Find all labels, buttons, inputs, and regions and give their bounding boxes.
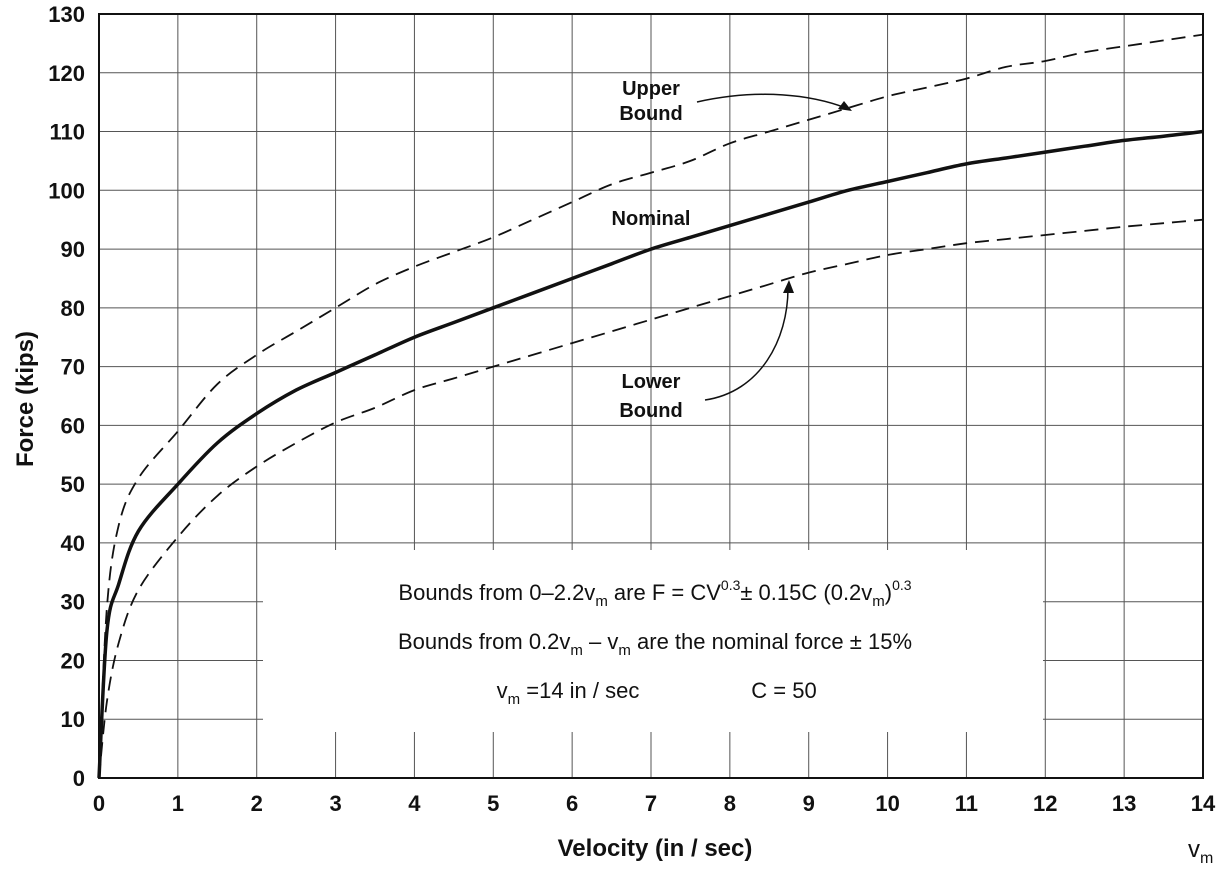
y-tick-label: 60	[61, 413, 85, 438]
y-tick-label: 70	[61, 355, 85, 380]
y-tick-label: 120	[48, 61, 85, 86]
x-tick-label: 9	[803, 791, 815, 816]
y-tick-label: 10	[61, 707, 85, 732]
note-line-3-constant: C = 50	[751, 678, 816, 703]
note-box	[263, 550, 1043, 732]
y-tick-label: 30	[61, 590, 85, 615]
x-tick-label: 2	[251, 791, 263, 816]
x-tick-label: 1	[172, 791, 184, 816]
lower-bound-label-2: Bound	[619, 400, 682, 422]
y-tick-label: 100	[48, 178, 85, 203]
y-tick-label: 110	[50, 120, 86, 145]
lower-bound-label-1: Lower	[622, 371, 681, 393]
x-tick-label: 11	[955, 791, 978, 816]
x-tick-label: 12	[1033, 791, 1057, 816]
x-tick-label: 10	[875, 791, 899, 816]
x-tick-label: 5	[487, 791, 499, 816]
nominal-series-line	[97, 129, 1204, 779]
upper-bound-label-1: Upper	[622, 78, 680, 100]
y-tick-label: 20	[61, 648, 85, 673]
nominal-label: Nominal	[612, 208, 691, 230]
note-line-2: Bounds from 0.2vm – vm are the nominal f…	[398, 629, 912, 659]
x-tick-label: 8	[724, 791, 736, 816]
x-tick-label: 6	[566, 791, 578, 816]
plot-frame	[98, 13, 1204, 779]
x-tick-label: 4	[408, 791, 421, 816]
x-tick-label: 7	[645, 791, 657, 816]
y-tick-label: 130	[48, 2, 85, 27]
y-tick-label: 0	[73, 766, 85, 791]
y-tick-label: 50	[61, 472, 85, 497]
x-tick-label: 13	[1112, 791, 1136, 816]
upper-bound-leader-arrow	[696, 93, 847, 109]
x-tick-label: 3	[329, 791, 341, 816]
series-lines	[97, 33, 1204, 779]
x-axis-title: Velocity (in / sec)	[558, 835, 753, 862]
y-tick-label: 40	[61, 531, 85, 556]
lower-bound-arrowhead	[783, 280, 794, 293]
upper-bound-series-line	[98, 33, 1204, 779]
x-tick-label: 0	[93, 791, 105, 816]
note-line-3: vm =14 in / sec	[497, 678, 640, 708]
y-tick-label: 80	[61, 296, 85, 321]
upper-bound-arrowhead	[838, 101, 852, 111]
y-tick-label: 90	[61, 237, 85, 262]
lower-bound-series-line	[98, 218, 1204, 779]
lower-bound-leader-arrow	[704, 287, 789, 401]
tick-labels: 0 1 2 3 4 5 6 7 8 9 10 11 12 13 1401020304050607080901…	[48, 2, 1216, 816]
note-line-1: Bounds from 0–2.2vm are F = CV0.3± 0.15C…	[398, 577, 911, 610]
upper-bound-label-2: Bound	[619, 103, 682, 125]
x-tick-label: 14	[1191, 791, 1216, 816]
x-axis-end-label: vm	[1188, 836, 1213, 867]
y-axis-title: Force (kips)	[12, 331, 39, 467]
